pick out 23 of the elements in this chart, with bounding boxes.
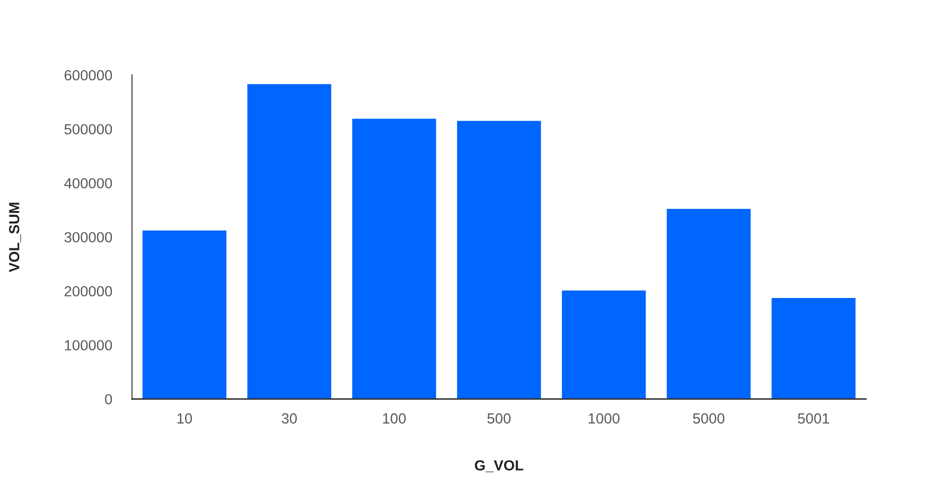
bar [562, 290, 646, 399]
bar [666, 208, 751, 399]
x-axis-title: G_VOL [474, 460, 524, 472]
y-tick-label: 100000 [65, 340, 112, 350]
x-tick-label: 10 [177, 413, 192, 424]
y-tick-label: 0 [105, 394, 112, 404]
y-tick-label: 200000 [64, 286, 112, 296]
x-tick-label: 500 [487, 413, 511, 424]
y-tick-label: 300000 [64, 232, 112, 242]
bar [772, 298, 856, 399]
bar [142, 230, 226, 399]
x-tick-label: 1000 [588, 413, 620, 424]
x-tick-label: 5001 [798, 413, 830, 424]
bar [352, 118, 436, 399]
y-tick-label: 600000 [64, 70, 112, 80]
bar [457, 120, 541, 399]
x-tick-label: 30 [282, 413, 297, 424]
x-tick-label: 5000 [693, 413, 724, 424]
y-axis-title: VOL_SUM [9, 202, 21, 272]
y-tick-label: 400000 [64, 178, 112, 188]
bar [247, 84, 332, 399]
x-tick-label: 100 [383, 413, 406, 424]
y-tick-label: 500000 [64, 124, 112, 134]
